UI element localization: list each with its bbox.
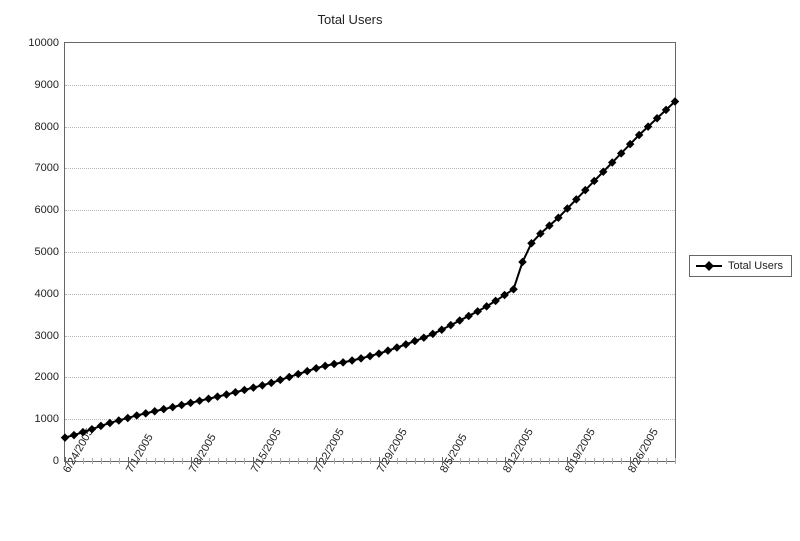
- x-minor-tick: [675, 458, 676, 464]
- data-point-marker: [159, 405, 167, 413]
- data-point-marker: [124, 414, 132, 422]
- data-point-marker: [393, 343, 401, 351]
- data-point-marker: [420, 333, 428, 341]
- data-point-marker: [70, 431, 78, 439]
- legend-diamond-icon: [704, 261, 714, 271]
- data-point-marker: [222, 390, 230, 398]
- data-point-marker: [464, 312, 472, 320]
- y-axis-label: 2000: [35, 371, 59, 383]
- data-point-marker: [195, 397, 203, 405]
- data-point-marker: [240, 386, 248, 394]
- chart-title: Total Users: [0, 12, 700, 27]
- series-svg: [65, 43, 675, 461]
- data-point-marker: [186, 399, 194, 407]
- legend-swatch: [696, 260, 722, 272]
- y-axis-label: 8000: [35, 121, 59, 133]
- y-axis-label: 6000: [35, 204, 59, 216]
- data-point-marker: [312, 364, 320, 372]
- data-point-marker: [446, 321, 454, 329]
- data-point-marker: [348, 356, 356, 364]
- data-point-marker: [429, 330, 437, 338]
- y-axis-label: 9000: [35, 79, 59, 91]
- data-point-marker: [97, 422, 105, 430]
- data-point-marker: [213, 392, 221, 400]
- data-point-marker: [357, 354, 365, 362]
- data-point-marker: [249, 383, 257, 391]
- data-point-marker: [330, 360, 338, 368]
- data-point-marker: [79, 428, 87, 436]
- data-point-marker: [267, 379, 275, 387]
- data-point-marker: [106, 419, 114, 427]
- y-axis-label: 0: [53, 455, 59, 467]
- data-point-marker: [518, 258, 526, 266]
- y-axis-label: 10000: [28, 37, 59, 49]
- data-point-marker: [455, 316, 463, 324]
- data-point-marker: [366, 352, 374, 360]
- legend-label: Total Users: [728, 260, 783, 272]
- data-point-marker: [168, 403, 176, 411]
- line-chart: Total Users 0100020003000400050006000700…: [0, 0, 800, 541]
- data-point-marker: [321, 362, 329, 370]
- series-line: [65, 102, 675, 438]
- data-point-marker: [88, 425, 96, 433]
- data-point-marker: [473, 307, 481, 315]
- data-point-marker: [384, 346, 392, 354]
- data-point-marker: [204, 394, 212, 402]
- y-axis-label: 3000: [35, 330, 59, 342]
- data-point-marker: [150, 407, 158, 415]
- data-point-marker: [141, 409, 149, 417]
- data-point-marker: [285, 373, 293, 381]
- data-point-marker: [411, 337, 419, 345]
- y-axis-label: 5000: [35, 246, 59, 258]
- data-point-marker: [339, 358, 347, 366]
- data-point-marker: [276, 376, 284, 384]
- data-point-marker: [115, 416, 123, 424]
- data-point-marker: [231, 388, 239, 396]
- data-point-marker: [258, 381, 266, 389]
- data-point-marker: [375, 349, 383, 357]
- data-point-marker: [177, 401, 185, 409]
- data-point-marker: [133, 411, 141, 419]
- data-point-marker: [294, 370, 302, 378]
- data-point-marker: [438, 326, 446, 334]
- y-axis-label: 1000: [35, 413, 59, 425]
- y-axis-label: 4000: [35, 288, 59, 300]
- data-point-marker: [402, 340, 410, 348]
- y-axis-label: 7000: [35, 162, 59, 174]
- data-point-marker: [482, 302, 490, 310]
- data-point-marker: [303, 367, 311, 375]
- data-point-marker: [61, 433, 69, 441]
- legend: Total Users: [689, 255, 792, 277]
- plot-area: 0100020003000400050006000700080009000100…: [64, 42, 676, 462]
